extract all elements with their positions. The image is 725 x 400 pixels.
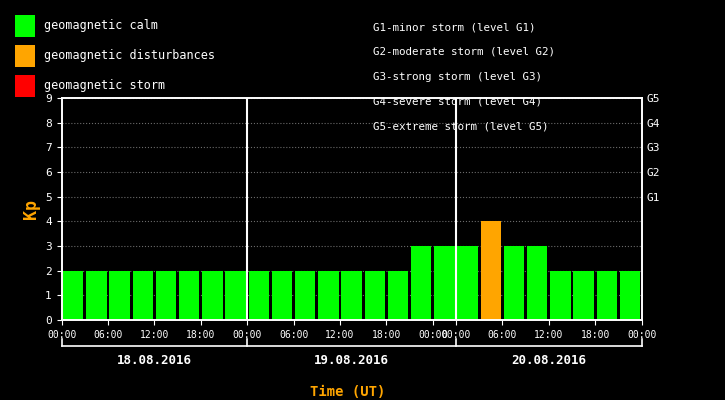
Text: geomagnetic storm: geomagnetic storm (44, 80, 165, 92)
Bar (434, 246, 455, 320)
Bar (63, 271, 83, 320)
Text: geomagnetic calm: geomagnetic calm (44, 20, 157, 32)
Bar (388, 271, 408, 320)
Text: 20.08.2016: 20.08.2016 (511, 354, 587, 367)
Text: G1-minor storm (level G1): G1-minor storm (level G1) (373, 22, 536, 32)
Y-axis label: Kp: Kp (22, 199, 40, 219)
Bar (481, 221, 501, 320)
Bar (341, 271, 362, 320)
Text: G3-strong storm (level G3): G3-strong storm (level G3) (373, 72, 542, 82)
Bar (109, 271, 130, 320)
Bar (318, 271, 339, 320)
Bar (86, 271, 107, 320)
Bar (504, 246, 524, 320)
Text: Time (UT): Time (UT) (310, 385, 386, 399)
Bar (620, 271, 640, 320)
Text: G4-severe storm (level G4): G4-severe storm (level G4) (373, 96, 542, 106)
Bar (156, 271, 176, 320)
Bar (365, 271, 385, 320)
Text: 18.08.2016: 18.08.2016 (117, 354, 192, 367)
Text: geomagnetic disturbances: geomagnetic disturbances (44, 50, 215, 62)
Bar (550, 271, 571, 320)
Bar (457, 246, 478, 320)
Bar (295, 271, 315, 320)
Bar (573, 271, 594, 320)
Text: G5-extreme storm (level G5): G5-extreme storm (level G5) (373, 121, 549, 131)
Text: G2-moderate storm (level G2): G2-moderate storm (level G2) (373, 47, 555, 57)
Bar (179, 271, 199, 320)
Bar (411, 246, 431, 320)
Bar (249, 271, 269, 320)
Bar (597, 271, 617, 320)
Bar (225, 271, 246, 320)
Bar (202, 271, 223, 320)
Text: 19.08.2016: 19.08.2016 (314, 354, 389, 367)
Bar (133, 271, 153, 320)
Bar (272, 271, 292, 320)
Bar (527, 246, 547, 320)
